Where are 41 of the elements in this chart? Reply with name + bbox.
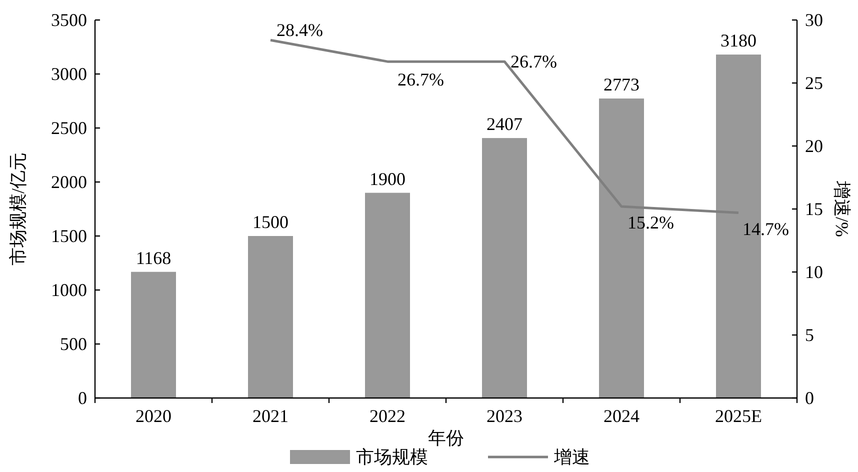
bar: [131, 272, 176, 398]
y-tick-label: 2500: [51, 118, 87, 138]
y2-tick-label: 25: [805, 73, 823, 93]
x-tick-label: 2025E: [715, 406, 762, 426]
y-tick-label: 2000: [51, 172, 87, 192]
data-label: 1168: [136, 248, 172, 268]
y-tick-label: 3500: [51, 10, 87, 30]
x-tick-label: 2023: [486, 406, 522, 426]
y2-tick-label: 20: [805, 136, 823, 156]
bar: [248, 236, 293, 398]
x-tick-label: 2024: [604, 406, 640, 426]
y2-tick-label: 0: [805, 388, 814, 408]
data-label: 1900: [370, 168, 406, 189]
y-tick-label: 500: [60, 334, 87, 354]
x-tick-label: 2021: [252, 406, 288, 426]
y-tick-label: 1000: [51, 280, 87, 300]
data-label: 26.7%: [510, 52, 557, 72]
bar: [365, 192, 410, 398]
bar: [482, 138, 527, 398]
data-label: 2773: [604, 74, 640, 95]
data-label: 2407: [486, 114, 522, 134]
y-tick-label: 1500: [51, 226, 87, 246]
legend-label: 市场规模: [356, 447, 428, 467]
y-tick-label: 0: [78, 388, 87, 408]
x-tick-label: 2020: [136, 406, 172, 426]
y2-tick-label: 10: [805, 262, 823, 282]
x-axis-title: 年份: [428, 428, 464, 448]
y2-tick-label: 5: [805, 325, 814, 345]
y2-tick-label: 30: [805, 10, 823, 30]
data-label: 3180: [720, 30, 756, 51]
data-label: 15.2%: [628, 212, 674, 232]
data-label: 26.7%: [398, 70, 444, 90]
y-axis-title: 市场规模/亿元: [8, 152, 28, 266]
data-label: 14.7%: [742, 218, 789, 239]
y2-tick-label: 15: [805, 199, 823, 219]
data-label: 1500: [252, 212, 288, 232]
x-tick-label: 2022: [370, 406, 406, 426]
y-tick-label: 3000: [51, 64, 87, 84]
data-label: 28.4%: [276, 20, 323, 40]
y2-axis-title: 增速/%: [832, 180, 852, 237]
legend-label: 增速: [553, 447, 590, 467]
